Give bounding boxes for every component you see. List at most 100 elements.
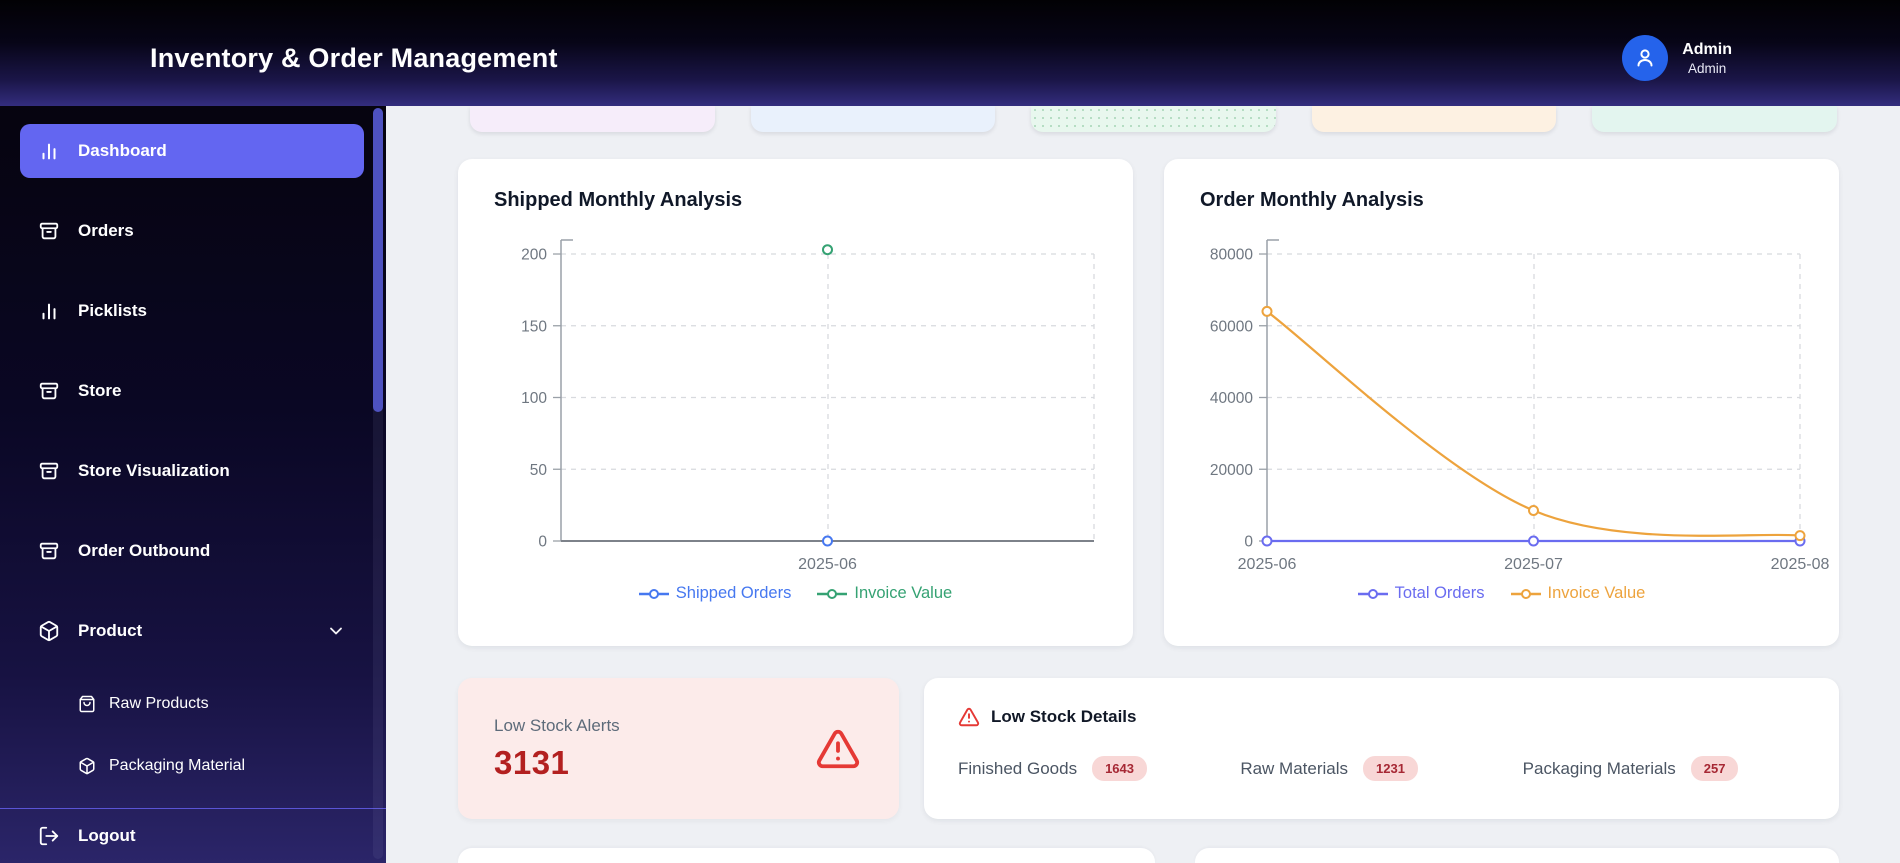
svg-text:200: 200 — [521, 247, 547, 264]
package-icon — [79, 757, 95, 775]
warning-triangle-icon — [816, 729, 860, 769]
detail-label: Packaging Materials — [1522, 758, 1676, 778]
logout-icon — [39, 826, 59, 846]
shipped-monthly-analysis-card: Shipped Monthly Analysis 0 50 100 150 200 202… — [458, 159, 1133, 646]
chart-plot: 0 50 100 150 200 2025-06 — [458, 226, 1133, 576]
chart-title: Shipped Monthly Analysis — [494, 189, 743, 211]
low-stock-alerts-label: Low Stock Alerts — [494, 716, 620, 735]
app-header: Inventory & Order Management Admin Admin — [0, 0, 1900, 106]
user-menu[interactable]: Admin Admin — [1622, 35, 1732, 81]
legend-item[interactable]: Invoice Value — [1510, 584, 1646, 603]
sidebar-item-label: Order Outbound — [78, 541, 211, 560]
user-icon — [1637, 49, 1653, 67]
sidebar-item-dashboard[interactable]: Dashboard — [20, 124, 364, 178]
sidebar-item-orders[interactable]: Orders — [20, 204, 364, 258]
logout-label: Logout — [78, 826, 136, 846]
sidebar: Dashboard Orders Picklists Store Store V… — [0, 106, 386, 863]
svg-text:80000: 80000 — [1210, 247, 1253, 264]
svg-text:2025-06: 2025-06 — [798, 556, 857, 573]
svg-text:150: 150 — [521, 318, 547, 335]
chart-legend: Shipped Orders Invoice Value — [458, 584, 1133, 603]
count-badge: 1231 — [1363, 756, 1418, 781]
sidebar-item-label: Orders — [78, 221, 134, 240]
sidebar-subitem-label: Raw Products — [109, 695, 209, 712]
sidebar-divider — [0, 808, 386, 810]
sidebar-scrollbar-track[interactable] — [373, 108, 383, 859]
legend-marker-icon — [817, 588, 848, 599]
svg-text:2025-08: 2025-08 — [1771, 556, 1830, 573]
order-monthly-analysis-card: Order Monthly Analysis 0 20000 40000 60000 8… — [1164, 159, 1839, 646]
low-stock-details-card: Low Stock Details Finished Goods 1643 Ra… — [924, 678, 1839, 819]
sidebar-item-label: Dashboard — [78, 141, 167, 160]
sidebar-subitem-label: Packaging Material — [109, 757, 246, 774]
chart-legend: Total Orders Invoice Value — [1164, 584, 1839, 603]
legend-marker-icon — [1510, 588, 1541, 599]
bar-chart-icon — [42, 143, 56, 160]
legend-item[interactable]: Shipped Orders — [638, 584, 792, 603]
chart-title: Order Monthly Analysis — [1200, 189, 1424, 211]
svg-text:60000: 60000 — [1210, 318, 1253, 335]
chart-plot: 0 20000 40000 60000 80000 2025-06 2025-07 2025-… — [1164, 226, 1839, 576]
main-content: Shipped Monthly Analysis 0 50 100 150 200 202… — [386, 106, 1900, 863]
sidebar-item-product[interactable]: Product — [20, 604, 364, 658]
package-icon — [39, 620, 59, 642]
stat-card-1-partial — [470, 106, 715, 132]
sidebar-nav: Dashboard Orders Picklists Store Store V… — [0, 124, 386, 808]
user-name: Admin — [1682, 40, 1732, 58]
stat-card-5-partial — [1592, 106, 1837, 132]
legend-item[interactable]: Invoice Value — [817, 584, 952, 603]
svg-text:20000: 20000 — [1210, 462, 1253, 479]
bottom-card-2-partial — [1195, 848, 1839, 863]
legend-label: Invoice Value — [854, 584, 953, 602]
sidebar-item-picklists[interactable]: Picklists — [20, 284, 364, 338]
sidebar-item-store[interactable]: Store — [20, 364, 364, 418]
archive-icon — [39, 222, 59, 240]
detail-label: Finished Goods — [958, 758, 1078, 778]
archive-icon — [39, 382, 59, 400]
count-badge: 1643 — [1092, 756, 1147, 781]
chart-canvas[interactable]: 0 20000 40000 60000 80000 2025-06 2025-07 2025-… — [1164, 226, 1839, 576]
archive-icon — [39, 462, 59, 480]
legend-label: Invoice Value — [1547, 584, 1646, 602]
low-stock-alerts-card: Low Stock Alerts 3131 — [458, 678, 899, 819]
stat-card-4-partial — [1311, 106, 1557, 132]
logout-button[interactable]: Logout — [0, 809, 386, 863]
svg-text:40000: 40000 — [1210, 390, 1253, 407]
sidebar-subitem-raw-products[interactable]: Raw Products — [78, 684, 364, 724]
bottom-card-1-partial — [458, 848, 1155, 863]
svg-text:0: 0 — [1244, 534, 1253, 551]
stats-row — [458, 106, 1839, 132]
avatar — [1622, 35, 1669, 81]
legend-label: Shipped Orders — [675, 584, 792, 602]
detail-label: Raw Materials — [1240, 758, 1349, 778]
detail-item-packaging-materials: Packaging Materials 257 — [1523, 756, 1805, 781]
sidebar-item-label: Store Visualization — [78, 461, 230, 480]
detail-item-raw-materials: Raw Materials 1231 — [1240, 756, 1522, 781]
sidebar-item-label: Product — [78, 621, 143, 640]
user-role: Admin — [1687, 60, 1727, 76]
archive-icon — [39, 542, 59, 560]
legend-marker-icon — [638, 588, 669, 599]
legend-label: Total Orders — [1394, 584, 1485, 602]
sidebar-item-label: Picklists — [78, 301, 147, 320]
detail-item-finished-goods: Finished Goods 1643 — [958, 756, 1240, 781]
chart-canvas[interactable]: 0 50 100 150 200 2025-06 — [458, 226, 1133, 576]
stat-card-3-partial — [1031, 106, 1276, 132]
svg-text:100: 100 — [521, 390, 547, 407]
sidebar-subitem-packaging-material[interactable]: Packaging Material — [78, 746, 364, 786]
stat-card-2-partial — [750, 106, 996, 132]
svg-text:50: 50 — [530, 462, 548, 479]
warning-triangle-icon — [958, 707, 980, 727]
shopping-bag-icon — [79, 695, 95, 713]
low-stock-details-title: Low Stock Details — [991, 707, 1137, 726]
count-badge: 257 — [1690, 756, 1739, 781]
bar-chart-icon — [42, 303, 56, 320]
svg-text:2025-06: 2025-06 — [1238, 556, 1297, 573]
sidebar-item-store-visualization[interactable]: Store Visualization — [20, 444, 364, 498]
sidebar-item-order-outbound[interactable]: Order Outbound — [20, 524, 364, 578]
sidebar-scrollbar-thumb[interactable] — [373, 108, 383, 412]
low-stock-alerts-value: 3131 — [494, 744, 570, 781]
svg-text:2025-07: 2025-07 — [1504, 556, 1563, 573]
legend-item[interactable]: Total Orders — [1357, 584, 1485, 603]
bottom-cards-row — [458, 848, 1839, 863]
